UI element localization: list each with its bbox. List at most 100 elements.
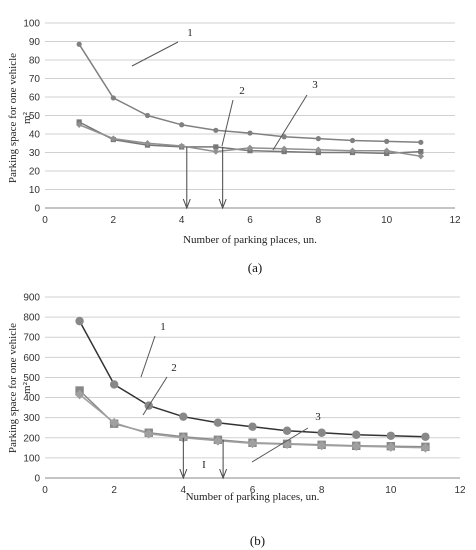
data-point bbox=[282, 439, 292, 450]
x-axis-label: Number of parking places, un. bbox=[183, 234, 317, 246]
data-point bbox=[351, 441, 362, 452]
data-point bbox=[349, 147, 356, 154]
y-tick-label: 300 bbox=[23, 413, 40, 424]
data-point bbox=[247, 438, 258, 449]
y-axis-unit: m² bbox=[21, 381, 33, 394]
y-tick-label: 50 bbox=[29, 111, 41, 122]
y-axis-label: Parking space for one vehicle bbox=[7, 323, 19, 453]
data-point bbox=[247, 130, 253, 136]
data-point bbox=[75, 121, 83, 128]
data-point bbox=[420, 443, 431, 453]
x-tick-label: 12 bbox=[454, 485, 466, 496]
y-tick-label: 40 bbox=[29, 130, 41, 141]
x-tick-label: 4 bbox=[179, 215, 185, 226]
y-tick-label: 200 bbox=[23, 433, 40, 444]
series-line-1 bbox=[78, 320, 426, 438]
data-point bbox=[213, 418, 223, 427]
data-point bbox=[386, 442, 396, 452]
data-point bbox=[316, 440, 327, 451]
data-point bbox=[315, 136, 321, 142]
data-point bbox=[418, 139, 424, 145]
data-point bbox=[179, 122, 185, 128]
callout-leader-3 bbox=[272, 94, 308, 151]
y-tick-label: 20 bbox=[29, 167, 41, 178]
data-point bbox=[74, 389, 85, 400]
callout-label-2: 2 bbox=[171, 362, 177, 374]
data-point bbox=[110, 135, 117, 142]
callout-label-2: 2 bbox=[239, 85, 245, 97]
x-tick-label: 8 bbox=[319, 485, 325, 496]
x-tick-label: 10 bbox=[385, 485, 397, 496]
data-point bbox=[213, 144, 219, 150]
x-tick-label: 0 bbox=[42, 215, 48, 226]
data-point bbox=[144, 140, 151, 147]
data-point bbox=[383, 147, 390, 154]
data-point bbox=[110, 95, 116, 101]
y-tick-label: 90 bbox=[29, 37, 41, 48]
x-tick-label: 2 bbox=[111, 215, 117, 226]
callout-label-1: 1 bbox=[160, 321, 166, 333]
y-axis-unit: m² bbox=[21, 111, 33, 124]
data-point bbox=[246, 144, 254, 152]
callout-label-3: 3 bbox=[312, 79, 318, 91]
callout-leader-2 bbox=[142, 376, 168, 416]
data-point bbox=[281, 134, 287, 140]
y-tick-label: 700 bbox=[23, 333, 40, 344]
y-axis-label: Parking space for one vehicle bbox=[7, 53, 19, 183]
data-point bbox=[349, 137, 356, 144]
data-point bbox=[212, 148, 220, 155]
panel-caption: (a) bbox=[248, 260, 262, 275]
callout-leader-1 bbox=[140, 335, 156, 378]
data-point bbox=[143, 428, 154, 439]
data-point bbox=[75, 316, 84, 326]
x-tick-label: 8 bbox=[316, 215, 322, 226]
data-point bbox=[76, 41, 82, 47]
data-point bbox=[213, 435, 223, 446]
x-axis-label: Number of parking places, un. bbox=[186, 491, 320, 503]
x-tick-label: 10 bbox=[381, 215, 393, 226]
y-tick-label: 900 bbox=[23, 293, 40, 304]
data-point bbox=[352, 430, 361, 439]
y-tick-label: 400 bbox=[23, 393, 40, 404]
series-line-2 bbox=[79, 389, 426, 448]
y-tick-label: 600 bbox=[23, 353, 40, 364]
y-tick-label: 500 bbox=[23, 373, 40, 384]
data-point bbox=[386, 431, 396, 440]
y-tick-label: 100 bbox=[23, 453, 40, 464]
data-point bbox=[178, 142, 185, 150]
y-tick-label: 0 bbox=[34, 474, 40, 485]
callout-label-3: 3 bbox=[315, 411, 321, 423]
data-point bbox=[315, 146, 322, 153]
data-point bbox=[417, 153, 425, 160]
callout-leader-3 bbox=[251, 427, 309, 463]
y-tick-label: 0 bbox=[34, 204, 40, 215]
x-tick-label: 6 bbox=[247, 215, 253, 226]
data-point bbox=[280, 145, 288, 152]
x-tick-label: 12 bbox=[449, 215, 461, 226]
callout-label-1: 1 bbox=[187, 27, 193, 39]
callout-leader-2 bbox=[221, 99, 234, 147]
y-tick-label: 800 bbox=[23, 313, 40, 324]
data-point bbox=[248, 422, 257, 431]
y-tick-label: 70 bbox=[29, 74, 41, 85]
data-point bbox=[317, 428, 326, 437]
data-point bbox=[384, 138, 390, 144]
data-point bbox=[109, 380, 119, 389]
data-point bbox=[213, 127, 219, 133]
arrow-head bbox=[179, 468, 188, 480]
arrow-head bbox=[219, 468, 228, 480]
x-tick-label: 0 bbox=[42, 485, 48, 496]
extra-mark: I bbox=[202, 459, 206, 471]
x-tick-label: 2 bbox=[111, 485, 117, 496]
data-point bbox=[418, 148, 424, 155]
y-tick-label: 80 bbox=[29, 56, 41, 67]
data-point bbox=[282, 426, 292, 435]
data-point bbox=[109, 417, 119, 428]
data-point bbox=[421, 432, 430, 441]
series-line-1 bbox=[78, 43, 421, 144]
data-point bbox=[144, 112, 151, 119]
data-point bbox=[179, 412, 188, 421]
